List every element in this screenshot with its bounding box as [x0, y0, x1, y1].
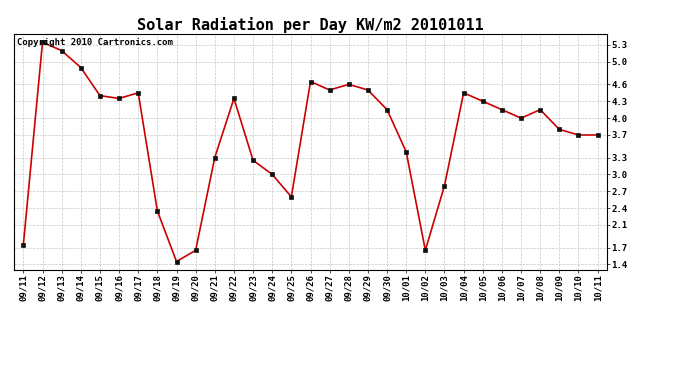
Title: Solar Radiation per Day KW/m2 20101011: Solar Radiation per Day KW/m2 20101011 [137, 16, 484, 33]
Text: Copyright 2010 Cartronics.com: Copyright 2010 Cartronics.com [17, 39, 172, 48]
